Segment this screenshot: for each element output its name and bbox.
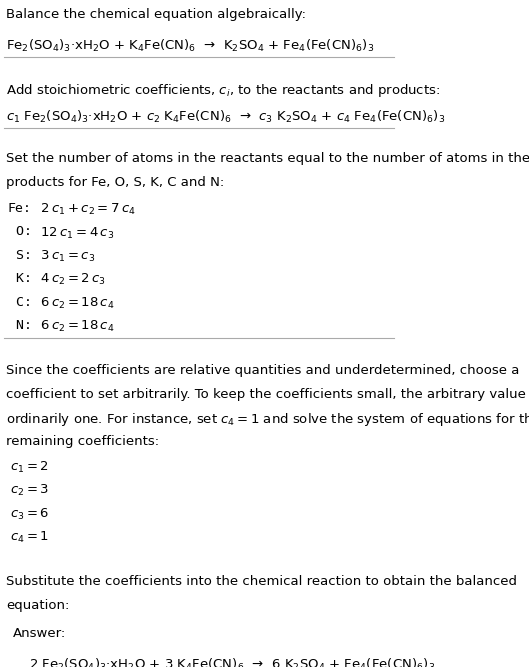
Text: $c_2 = 3$: $c_2 = 3$ bbox=[10, 483, 49, 498]
Text: Set the number of atoms in the reactants equal to the number of atoms in the: Set the number of atoms in the reactants… bbox=[6, 153, 529, 165]
Text: products for Fe, O, S, K, C and N:: products for Fe, O, S, K, C and N: bbox=[6, 176, 224, 189]
Text: K:: K: bbox=[8, 272, 32, 285]
Text: Since the coefficients are relative quantities and underdetermined, choose a: Since the coefficients are relative quan… bbox=[6, 364, 519, 378]
Text: remaining coefficients:: remaining coefficients: bbox=[6, 435, 159, 448]
Text: $c_1$ Fe$_2$(SO$_4$)$_3$·xH$_2$O + $c_2$ K$_4$Fe(CN)$_6$  →  $c_3$ K$_2$SO$_4$ +: $c_1$ Fe$_2$(SO$_4$)$_3$·xH$_2$O + $c_2$… bbox=[6, 109, 445, 125]
Text: $2\,c_1 + c_2 = 7\,c_4$: $2\,c_1 + c_2 = 7\,c_4$ bbox=[32, 202, 135, 217]
Text: Fe$_2$(SO$_4$)$_3$·xH$_2$O + K$_4$Fe(CN)$_6$  →  K$_2$SO$_4$ + Fe$_4$(Fe(CN)$_6$: Fe$_2$(SO$_4$)$_3$·xH$_2$O + K$_4$Fe(CN)… bbox=[6, 38, 374, 54]
FancyBboxPatch shape bbox=[3, 616, 395, 667]
Text: Balance the chemical equation algebraically:: Balance the chemical equation algebraica… bbox=[6, 8, 306, 21]
Text: Substitute the coefficients into the chemical reaction to obtain the balanced: Substitute the coefficients into the che… bbox=[6, 575, 517, 588]
Text: equation:: equation: bbox=[6, 598, 69, 612]
Text: Add stoichiometric coefficients, $c_i$, to the reactants and products:: Add stoichiometric coefficients, $c_i$, … bbox=[6, 81, 440, 99]
Text: $3\,c_1 = c_3$: $3\,c_1 = c_3$ bbox=[32, 249, 95, 264]
Text: $c_3 = 6$: $c_3 = 6$ bbox=[10, 506, 49, 522]
Text: Fe:: Fe: bbox=[8, 202, 32, 215]
Text: C:: C: bbox=[8, 295, 32, 309]
Text: $6\,c_2 = 18\,c_4$: $6\,c_2 = 18\,c_4$ bbox=[32, 319, 114, 334]
Text: O:: O: bbox=[8, 225, 32, 239]
Text: ordinarily one. For instance, set $c_4 = 1$ and solve the system of equations fo: ordinarily one. For instance, set $c_4 =… bbox=[6, 411, 529, 428]
Text: $c_4 = 1$: $c_4 = 1$ bbox=[10, 530, 49, 545]
Text: $6\,c_2 = 18\,c_4$: $6\,c_2 = 18\,c_4$ bbox=[32, 295, 114, 311]
Text: N:: N: bbox=[8, 319, 32, 332]
Text: S:: S: bbox=[8, 249, 32, 262]
Text: $12\,c_1 = 4\,c_3$: $12\,c_1 = 4\,c_3$ bbox=[32, 225, 114, 241]
Text: 2 Fe$_2$(SO$_4$)$_3$·xH$_2$O + 3 K$_4$Fe(CN)$_6$  →  6 K$_2$SO$_4$ + Fe$_4$(Fe(C: 2 Fe$_2$(SO$_4$)$_3$·xH$_2$O + 3 K$_4$Fe… bbox=[29, 657, 435, 667]
Text: Answer:: Answer: bbox=[13, 628, 66, 640]
Text: $c_1 = 2$: $c_1 = 2$ bbox=[10, 460, 49, 475]
Text: $4\,c_2 = 2\,c_3$: $4\,c_2 = 2\,c_3$ bbox=[32, 272, 106, 287]
Text: coefficient to set arbitrarily. To keep the coefficients small, the arbitrary va: coefficient to set arbitrarily. To keep … bbox=[6, 388, 529, 401]
